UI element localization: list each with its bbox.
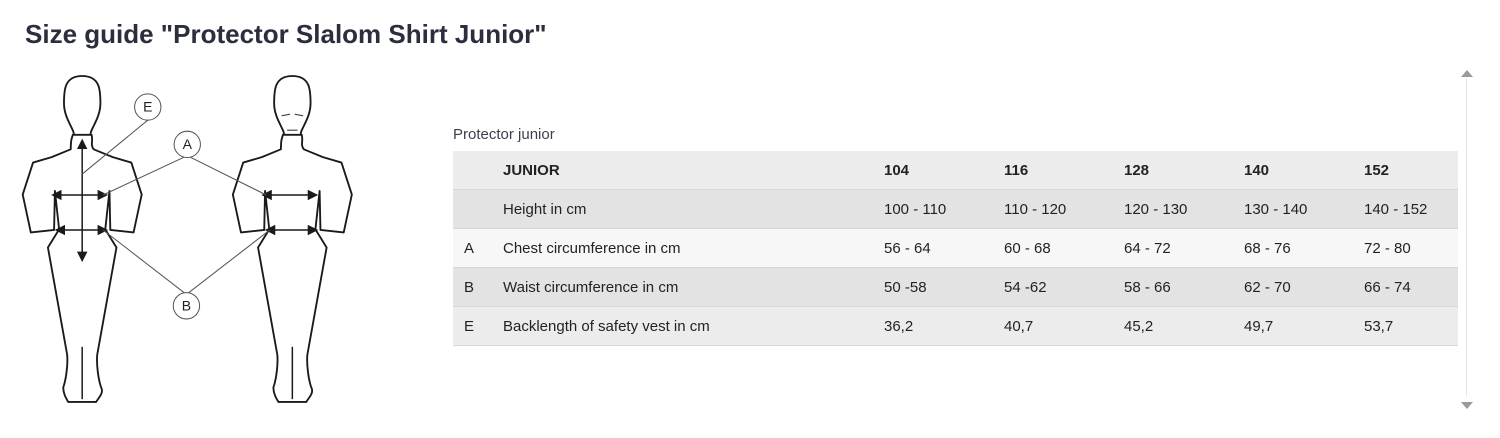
svg-text:B: B [182,297,191,313]
svg-text:A: A [183,136,193,152]
svg-text:E: E [143,99,152,115]
